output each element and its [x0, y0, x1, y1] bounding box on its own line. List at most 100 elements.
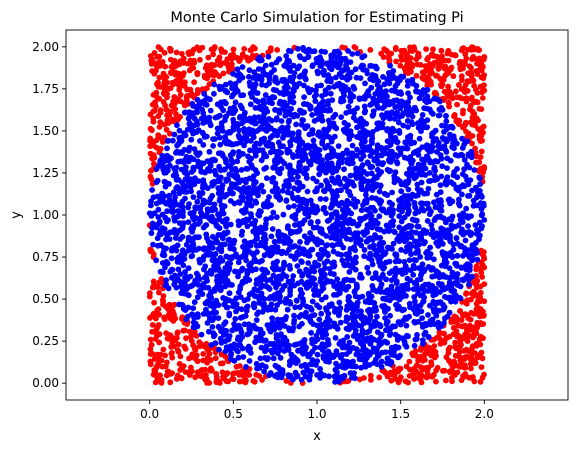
- point-inside: [356, 95, 363, 102]
- point-inside: [346, 200, 353, 207]
- point-inside: [310, 275, 316, 282]
- point-inside: [207, 316, 213, 323]
- point-inside: [246, 175, 253, 182]
- point-inside: [254, 90, 261, 96]
- point-inside: [357, 215, 363, 222]
- point-inside: [377, 84, 383, 91]
- point-inside: [367, 298, 374, 305]
- point-outside: [152, 100, 158, 106]
- point-inside: [261, 305, 268, 312]
- point-inside: [218, 248, 225, 255]
- point-outside: [386, 52, 392, 59]
- point-outside: [236, 363, 243, 369]
- point-inside: [374, 102, 381, 109]
- point-inside: [367, 204, 374, 211]
- point-inside: [352, 247, 358, 254]
- point-outside: [463, 128, 469, 135]
- point-inside: [351, 314, 358, 321]
- point-inside: [351, 182, 357, 189]
- point-inside: [272, 107, 278, 113]
- point-inside: [258, 76, 265, 83]
- point-inside: [411, 173, 418, 180]
- point-inside: [343, 125, 349, 132]
- point-outside: [154, 332, 160, 339]
- point-inside: [329, 153, 336, 160]
- point-inside: [358, 136, 365, 142]
- point-inside: [182, 269, 189, 275]
- point-inside: [439, 122, 445, 129]
- point-inside: [262, 62, 269, 69]
- point-inside: [405, 333, 411, 340]
- point-outside: [442, 57, 449, 64]
- point-inside: [325, 84, 332, 91]
- point-outside: [470, 110, 476, 116]
- point-outside: [468, 350, 475, 357]
- point-inside: [261, 107, 268, 113]
- point-inside: [418, 128, 424, 135]
- point-inside: [343, 62, 349, 69]
- point-outside: [472, 145, 478, 152]
- point-inside: [467, 264, 473, 270]
- point-inside: [272, 295, 278, 302]
- point-inside: [381, 338, 388, 345]
- point-outside: [206, 81, 213, 87]
- point-inside: [296, 63, 303, 70]
- point-outside: [154, 284, 161, 291]
- point-inside: [316, 129, 322, 136]
- point-inside: [361, 247, 368, 253]
- point-inside: [290, 113, 297, 120]
- point-outside: [212, 355, 219, 362]
- point-inside: [204, 235, 210, 242]
- point-outside: [464, 338, 471, 344]
- point-inside: [395, 354, 402, 360]
- point-outside: [147, 361, 154, 368]
- point-outside: [207, 365, 214, 372]
- point-inside: [344, 150, 351, 157]
- point-inside: [478, 225, 485, 232]
- point-inside: [340, 219, 347, 226]
- point-inside: [324, 155, 331, 162]
- point-outside: [224, 370, 231, 376]
- point-inside: [246, 79, 253, 86]
- point-inside: [187, 244, 194, 251]
- point-inside: [185, 219, 192, 226]
- point-inside: [347, 246, 354, 252]
- point-outside: [192, 346, 198, 352]
- point-outside: [230, 46, 237, 53]
- point-inside: [448, 281, 455, 288]
- point-outside: [478, 321, 485, 328]
- point-inside: [309, 246, 316, 253]
- point-inside: [222, 319, 229, 326]
- point-inside: [313, 362, 319, 368]
- point-inside: [281, 239, 288, 246]
- point-inside: [424, 218, 431, 224]
- point-inside: [279, 320, 285, 326]
- point-inside: [293, 297, 300, 304]
- point-inside: [328, 57, 335, 64]
- point-inside: [420, 337, 426, 343]
- point-inside: [273, 323, 280, 330]
- point-inside: [254, 170, 261, 177]
- point-inside: [198, 331, 205, 338]
- point-outside: [424, 373, 431, 380]
- point-inside: [323, 166, 329, 172]
- point-outside: [167, 56, 174, 63]
- point-inside: [185, 265, 192, 271]
- point-inside: [274, 290, 281, 296]
- point-inside: [219, 127, 226, 134]
- point-inside: [438, 281, 445, 288]
- point-inside: [325, 252, 331, 259]
- point-inside: [467, 232, 474, 239]
- point-inside: [247, 130, 254, 137]
- point-inside: [330, 120, 337, 127]
- point-inside: [359, 293, 366, 300]
- point-inside: [326, 124, 333, 131]
- point-inside: [430, 292, 437, 299]
- point-inside: [172, 279, 178, 285]
- point-inside: [403, 343, 410, 350]
- point-inside: [247, 242, 254, 249]
- point-inside: [254, 365, 260, 372]
- point-inside: [389, 201, 396, 208]
- point-inside: [209, 324, 216, 330]
- point-inside: [276, 56, 282, 62]
